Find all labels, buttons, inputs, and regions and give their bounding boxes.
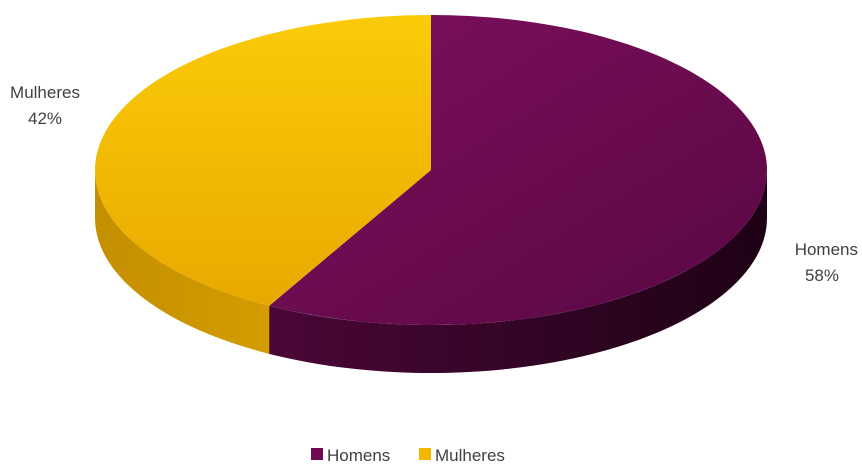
slice-homens — [269, 15, 768, 325]
slice-label-mulheres: Mulheres — [10, 83, 80, 102]
slice-labels: Homens 58% Mulheres 42% — [10, 83, 858, 285]
legend-label-homens: Homens — [327, 446, 390, 465]
legend-swatch-mulheres — [419, 448, 431, 460]
legend-swatch-homens — [311, 448, 323, 460]
slice-side-homens — [269, 170, 767, 374]
pie-sides — [95, 170, 767, 374]
pie-tops — [94, 14, 768, 325]
slice-label-homens: Homens — [795, 240, 858, 259]
slice-percent-mulheres: 42% — [28, 109, 62, 128]
slice-side-mulheres — [95, 170, 270, 354]
legend-label-mulheres: Mulheres — [435, 446, 505, 465]
slice-mulheres — [94, 14, 431, 306]
slice-percent-homens: 58% — [805, 266, 839, 285]
legend: Homens Mulheres — [311, 446, 505, 465]
